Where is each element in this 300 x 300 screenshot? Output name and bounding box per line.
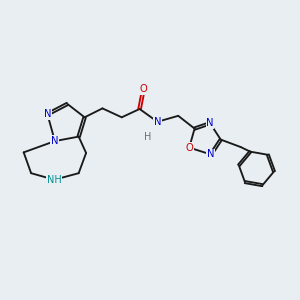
Text: N: N — [207, 149, 215, 160]
Text: N: N — [44, 109, 51, 119]
Text: N: N — [154, 117, 161, 127]
Text: O: O — [185, 142, 193, 153]
Text: N: N — [51, 136, 59, 146]
Text: N: N — [206, 118, 214, 128]
Text: H: H — [144, 132, 151, 142]
Text: NH: NH — [47, 175, 62, 185]
Text: O: O — [140, 84, 147, 94]
